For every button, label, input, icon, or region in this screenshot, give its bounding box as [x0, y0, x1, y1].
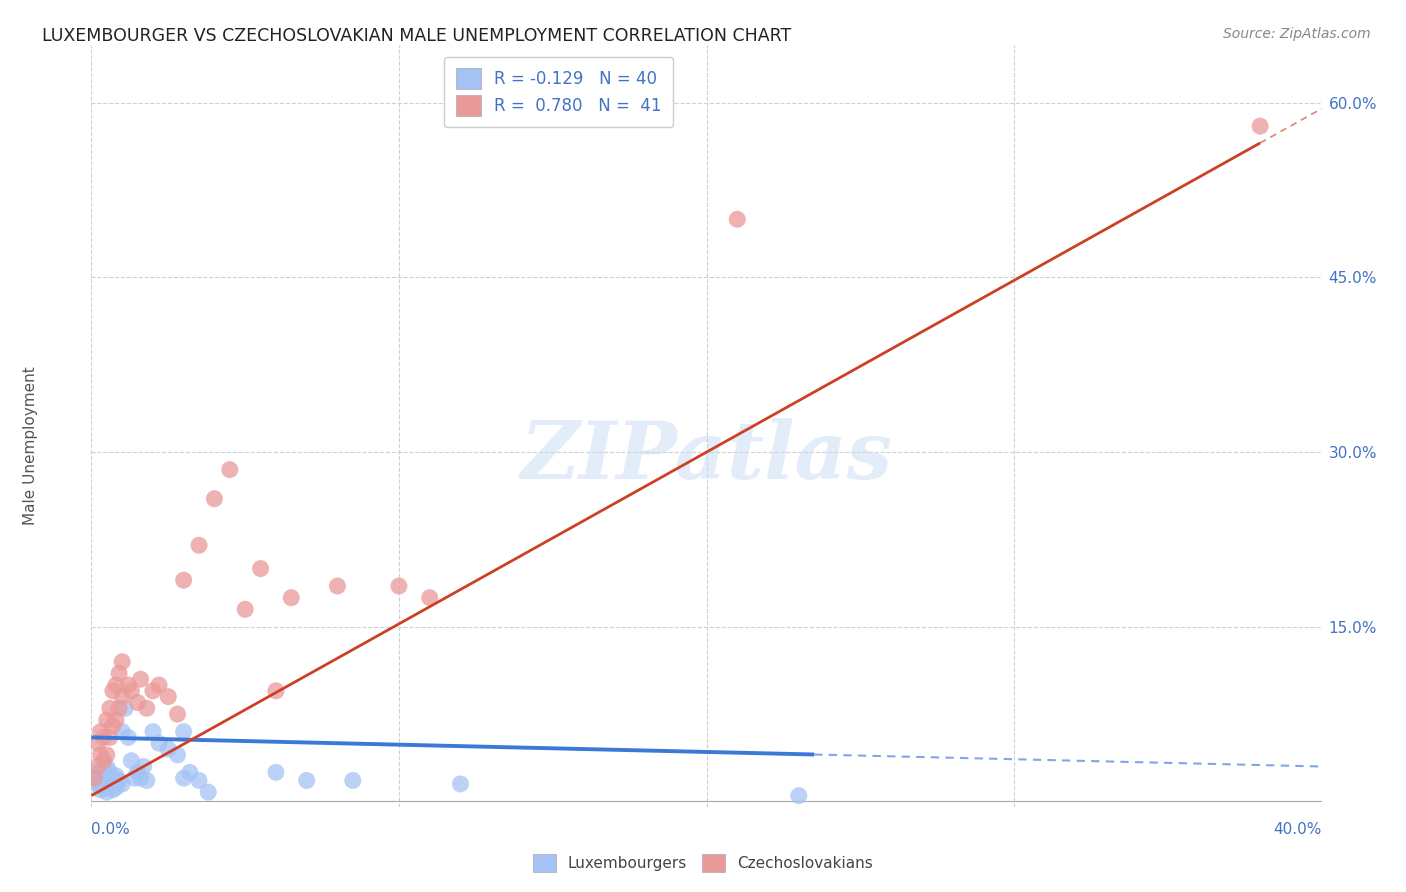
Point: [787, 789, 810, 803]
Point: [93, 731, 115, 745]
Point: [264, 683, 287, 698]
Point: [111, 777, 134, 791]
Point: [117, 731, 139, 745]
Point: [93, 754, 115, 768]
Point: [98, 765, 121, 780]
Point: [108, 666, 131, 681]
Point: [1249, 119, 1271, 133]
Point: [135, 773, 157, 788]
Point: [105, 678, 127, 692]
Point: [93, 769, 115, 783]
Point: [166, 747, 188, 762]
Legend: Luxembourgers, Czechoslovakians: Luxembourgers, Czechoslovakians: [524, 846, 882, 880]
Point: [96, 759, 118, 773]
Point: [135, 701, 157, 715]
Point: [129, 771, 152, 785]
Point: [111, 724, 134, 739]
Point: [114, 701, 136, 715]
Point: [388, 579, 411, 593]
Point: [101, 773, 124, 788]
Point: [449, 777, 471, 791]
Point: [127, 765, 149, 780]
Point: [86, 777, 108, 791]
Point: [101, 782, 124, 797]
Point: [148, 736, 170, 750]
Point: [117, 678, 139, 692]
Point: [90, 747, 112, 762]
Point: [86, 765, 108, 780]
Point: [295, 773, 318, 788]
Point: [419, 591, 441, 605]
Point: [96, 785, 118, 799]
Text: Source: ZipAtlas.com: Source: ZipAtlas.com: [1223, 27, 1371, 41]
Point: [142, 683, 165, 698]
Text: 0.0%: 0.0%: [91, 822, 131, 838]
Point: [127, 696, 149, 710]
Point: [111, 690, 134, 704]
Point: [105, 780, 127, 795]
Point: [264, 765, 287, 780]
Text: ZIPatlas: ZIPatlas: [520, 417, 893, 495]
Point: [157, 690, 180, 704]
Point: [725, 212, 748, 227]
Point: [233, 602, 256, 616]
Point: [90, 773, 112, 788]
Point: [98, 701, 121, 715]
Point: [157, 742, 180, 756]
Point: [218, 462, 240, 476]
Point: [105, 769, 127, 783]
Point: [120, 754, 142, 768]
Point: [101, 719, 124, 733]
Point: [129, 672, 152, 686]
Point: [132, 759, 155, 773]
Point: [86, 736, 108, 750]
Point: [249, 561, 271, 575]
Point: [86, 759, 108, 773]
Point: [342, 773, 364, 788]
Point: [120, 683, 142, 698]
Point: [83, 771, 105, 785]
Point: [93, 780, 115, 795]
Point: [202, 491, 225, 506]
Point: [101, 683, 124, 698]
Text: Male Unemployment: Male Unemployment: [24, 367, 38, 525]
Point: [105, 713, 127, 727]
Point: [280, 591, 302, 605]
Point: [90, 782, 112, 797]
Point: [108, 701, 131, 715]
Text: LUXEMBOURGER VS CZECHOSLOVAKIAN MALE UNEMPLOYMENT CORRELATION CHART: LUXEMBOURGER VS CZECHOSLOVAKIAN MALE UNE…: [42, 27, 792, 45]
Point: [142, 724, 165, 739]
Point: [148, 678, 170, 692]
Point: [98, 731, 121, 745]
Point: [96, 747, 118, 762]
Point: [173, 771, 195, 785]
Point: [108, 773, 131, 788]
Point: [124, 771, 146, 785]
Point: [179, 765, 201, 780]
Point: [90, 724, 112, 739]
Legend: R = -0.129   N = 40, R =  0.780   N =  41: R = -0.129 N = 40, R = 0.780 N = 41: [444, 57, 673, 128]
Point: [188, 773, 211, 788]
Point: [173, 573, 195, 587]
Point: [96, 713, 118, 727]
Text: 40.0%: 40.0%: [1274, 822, 1322, 838]
Point: [197, 785, 219, 799]
Point: [111, 655, 134, 669]
Point: [173, 724, 195, 739]
Point: [98, 777, 121, 791]
Point: [166, 707, 188, 722]
Point: [326, 579, 349, 593]
Point: [188, 538, 211, 552]
Point: [83, 771, 105, 785]
